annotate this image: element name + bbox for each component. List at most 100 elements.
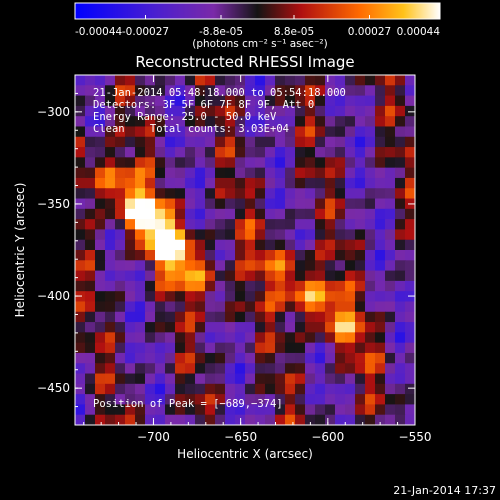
heatmap-cell: [105, 322, 116, 333]
heatmap-cell: [365, 363, 376, 375]
heatmap-cell: [355, 167, 366, 179]
heatmap-cell: [255, 311, 266, 323]
heatmap-cell: [405, 85, 415, 97]
heatmap-cell: [355, 352, 366, 364]
heatmap-cell: [305, 404, 316, 416]
heatmap-cell: [95, 167, 106, 179]
heatmap-cell: [125, 373, 136, 385]
heatmap-cell: [305, 311, 316, 323]
heatmap-cell: [285, 95, 296, 107]
heatmap-cell: [265, 383, 276, 395]
heatmap-cell: [295, 95, 306, 107]
heatmap-cell: [255, 147, 266, 158]
heatmap-cell: [135, 332, 146, 344]
heatmap-cell: [295, 270, 306, 282]
heatmap-cell: [385, 383, 396, 395]
heatmap-cell: [155, 208, 166, 220]
heatmap-cell: [255, 291, 266, 303]
heatmap-cell: [285, 383, 296, 395]
heatmap-cell: [305, 147, 316, 158]
heatmap-cell: [365, 126, 376, 138]
heatmap-cell: [355, 322, 366, 333]
heatmap-cell: [275, 322, 286, 333]
heatmap-cell: [255, 414, 266, 425]
heatmap-cell: [85, 394, 96, 406]
heatmap-cell: [115, 219, 126, 231]
heatmap-cell: [95, 147, 106, 158]
heatmap-cell: [375, 414, 386, 425]
heatmap-cell: [225, 136, 236, 148]
heatmap-cell: [195, 280, 206, 292]
heatmap-cell: [285, 147, 296, 158]
heatmap-cell: [255, 363, 266, 375]
heatmap-cell: [375, 85, 386, 97]
heatmap-cell: [275, 167, 286, 179]
heatmap-cell: [225, 280, 236, 292]
heatmap-cell: [265, 342, 276, 354]
heatmap-cell: [365, 332, 376, 344]
heatmap-cell: [295, 394, 306, 406]
heatmap-cell: [385, 342, 396, 354]
heatmap-cell: [85, 250, 96, 261]
heatmap-cell: [175, 311, 186, 323]
heatmap-cell: [335, 136, 346, 148]
heatmap-cell: [355, 157, 366, 169]
heatmap-cell: [75, 342, 86, 354]
heatmap-cell: [255, 250, 266, 261]
heatmap-cell: [95, 404, 106, 416]
heatmap-cell: [135, 116, 146, 128]
heatmap-cell: [325, 157, 336, 169]
heatmap-cell: [305, 157, 316, 169]
heatmap-cell: [365, 147, 376, 158]
heatmap-cell: [225, 95, 236, 107]
heatmap-cell: [365, 270, 376, 282]
heatmap-cell: [405, 311, 415, 323]
heatmap-cell: [175, 373, 186, 385]
y-tick-label: −450: [37, 381, 70, 395]
heatmap-cell: [105, 270, 116, 282]
heatmap-cell: [75, 126, 86, 138]
heatmap-cell: [345, 177, 356, 189]
heatmap-cell: [155, 95, 166, 107]
heatmap-cell: [145, 105, 156, 117]
heatmap-cell: [85, 177, 96, 189]
heatmap-cell: [365, 157, 376, 169]
heatmap-cell: [385, 322, 396, 333]
heatmap-cell: [215, 188, 226, 200]
heatmap-cell: [185, 332, 196, 344]
heatmap-cell: [265, 239, 276, 251]
heatmap-cell: [385, 301, 396, 313]
heatmap-cell: [275, 157, 286, 169]
heatmap-cell: [265, 157, 276, 169]
heatmap-cell: [175, 363, 186, 375]
heatmap-cell: [225, 373, 236, 385]
heatmap-cell: [195, 414, 206, 425]
heatmap-cell: [195, 167, 206, 179]
heatmap-cell: [135, 219, 146, 231]
heatmap-cell: [175, 332, 186, 344]
heatmap-cell: [385, 157, 396, 169]
heatmap-cell: [355, 105, 366, 117]
heatmap-cell: [135, 383, 146, 395]
heatmap-cell: [375, 270, 386, 282]
heatmap-cell: [355, 147, 366, 158]
heatmap-cell: [295, 260, 306, 272]
heatmap-cell: [275, 75, 286, 86]
heatmap-cell: [275, 311, 286, 323]
heatmap-cell: [75, 373, 86, 385]
heatmap-cell: [175, 95, 186, 107]
heatmap-cell: [85, 404, 96, 416]
heatmap-cell: [295, 219, 306, 231]
heatmap-cell: [215, 332, 226, 344]
heatmap-cell: [385, 250, 396, 261]
heatmap-cell: [145, 373, 156, 385]
heatmap-cell: [335, 177, 346, 189]
heatmap-cell: [255, 157, 266, 169]
heatmap-cell: [375, 105, 386, 117]
heatmap-cell: [305, 394, 316, 406]
heatmap-cell: [225, 177, 236, 189]
heatmap-cell: [185, 311, 196, 323]
heatmap-cell: [195, 136, 206, 148]
heatmap-cell: [135, 157, 146, 169]
heatmap-cell: [255, 342, 266, 354]
